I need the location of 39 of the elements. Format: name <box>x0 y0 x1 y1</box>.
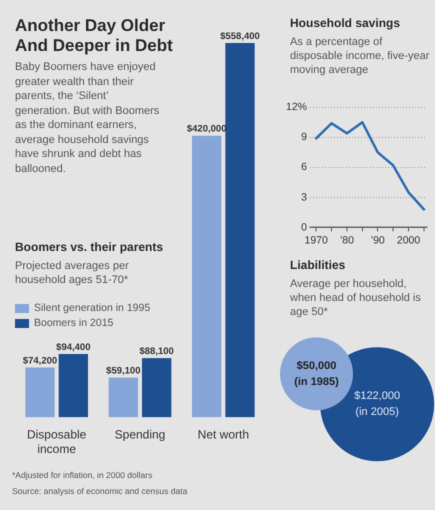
bar <box>108 378 138 418</box>
legend-label: Silent generation in 1995 <box>34 302 150 314</box>
text: *Adjusted for inflation, in 2000 dollars <box>12 470 154 480</box>
legend-label: Boomers in 2015 <box>34 317 114 329</box>
y-tick-label: 9 <box>301 131 308 144</box>
text: Another Day Older And Deeper in Debt <box>15 16 174 56</box>
bar <box>192 136 222 418</box>
data-label: $88,100 <box>139 346 174 358</box>
x-tick-label: Spending <box>114 428 166 442</box>
y-tick-label: 12% <box>286 101 308 114</box>
text: Projected averages per household ages 51-70* <box>15 259 130 287</box>
y-tick-label: 6 <box>301 161 308 174</box>
category-label: (in 2005) <box>355 406 399 418</box>
bar <box>58 354 88 418</box>
bar <box>225 43 255 418</box>
data-label: $50,000 <box>296 360 336 372</box>
chart-title: Household savings <box>290 16 402 30</box>
text: Liabilities <box>290 258 346 272</box>
x-tick-label: ’80 <box>340 234 354 247</box>
y-tick-label: 3 <box>301 191 308 204</box>
data-label: $122,000 <box>354 390 400 402</box>
data-label: $74,200 <box>22 355 58 366</box>
text: Average per household, when head of household is age 50* <box>290 277 422 319</box>
y-tick-label: 0 <box>301 221 308 234</box>
source-note: Source: analysis of economic and census data <box>12 486 188 496</box>
x-tick-label: 1970 <box>304 234 328 247</box>
x-tick-label: ’90 <box>370 234 385 247</box>
data-label: $59,100 <box>106 365 141 376</box>
text: Boomers vs. their parents <box>15 240 164 254</box>
x-tick-label: Net worth <box>198 428 250 442</box>
x-tick-label: Disposable income <box>26 428 87 456</box>
annotation: Baby Boomers have enjoyed greater wealth than their parents, the ‘Silent’ generation. But with Boomers as the dominant earners, average household savings have shrunk and debt has ballooned. <box>15 60 160 176</box>
chart-subtitle: As a percentage of disposable income, five-year moving average <box>290 35 430 77</box>
bar <box>25 367 55 418</box>
data-label: $558,400 <box>220 30 260 42</box>
category-label: (in 1985) <box>294 376 340 388</box>
bar <box>142 358 172 418</box>
x-tick-label: 2000 <box>396 234 420 247</box>
data-label: $94,400 <box>56 342 91 353</box>
